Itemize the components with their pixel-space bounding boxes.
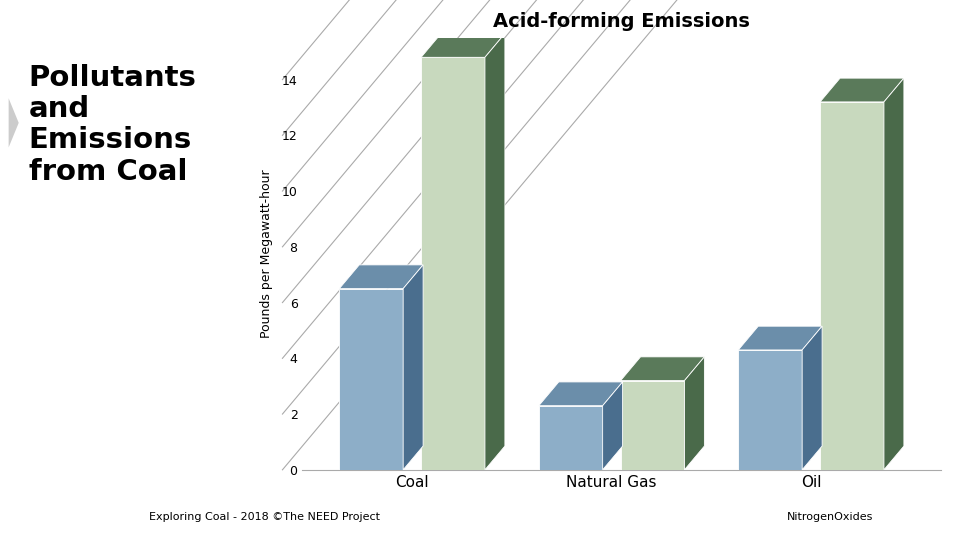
Polygon shape xyxy=(603,382,623,470)
Bar xyxy=(820,102,884,470)
Polygon shape xyxy=(9,98,19,147)
Y-axis label: Pounds per Megawatt-hour: Pounds per Megawatt-hour xyxy=(260,170,274,338)
Bar xyxy=(738,350,803,470)
Polygon shape xyxy=(738,326,822,350)
Title: Acid-forming Emissions: Acid-forming Emissions xyxy=(493,12,750,31)
Bar xyxy=(620,381,684,470)
Bar xyxy=(539,406,603,470)
Text: Pollutants
and
Emissions
from Coal: Pollutants and Emissions from Coal xyxy=(29,64,197,186)
Polygon shape xyxy=(485,33,505,470)
Text: Sulfur Dioxid: Sulfur Dioxid xyxy=(0,539,1,540)
Bar xyxy=(339,289,403,470)
Polygon shape xyxy=(803,326,822,470)
Polygon shape xyxy=(539,382,623,406)
Polygon shape xyxy=(339,265,423,289)
Text: Exploring Coal - 2018 ©The NEED Project: Exploring Coal - 2018 ©The NEED Project xyxy=(149,512,380,522)
Polygon shape xyxy=(684,357,705,470)
Polygon shape xyxy=(421,33,505,57)
Polygon shape xyxy=(820,78,904,102)
Bar xyxy=(421,57,485,470)
Polygon shape xyxy=(884,78,904,470)
Text: NitrogenOxides: NitrogenOxides xyxy=(787,512,874,522)
Polygon shape xyxy=(620,357,705,381)
Polygon shape xyxy=(403,265,423,470)
